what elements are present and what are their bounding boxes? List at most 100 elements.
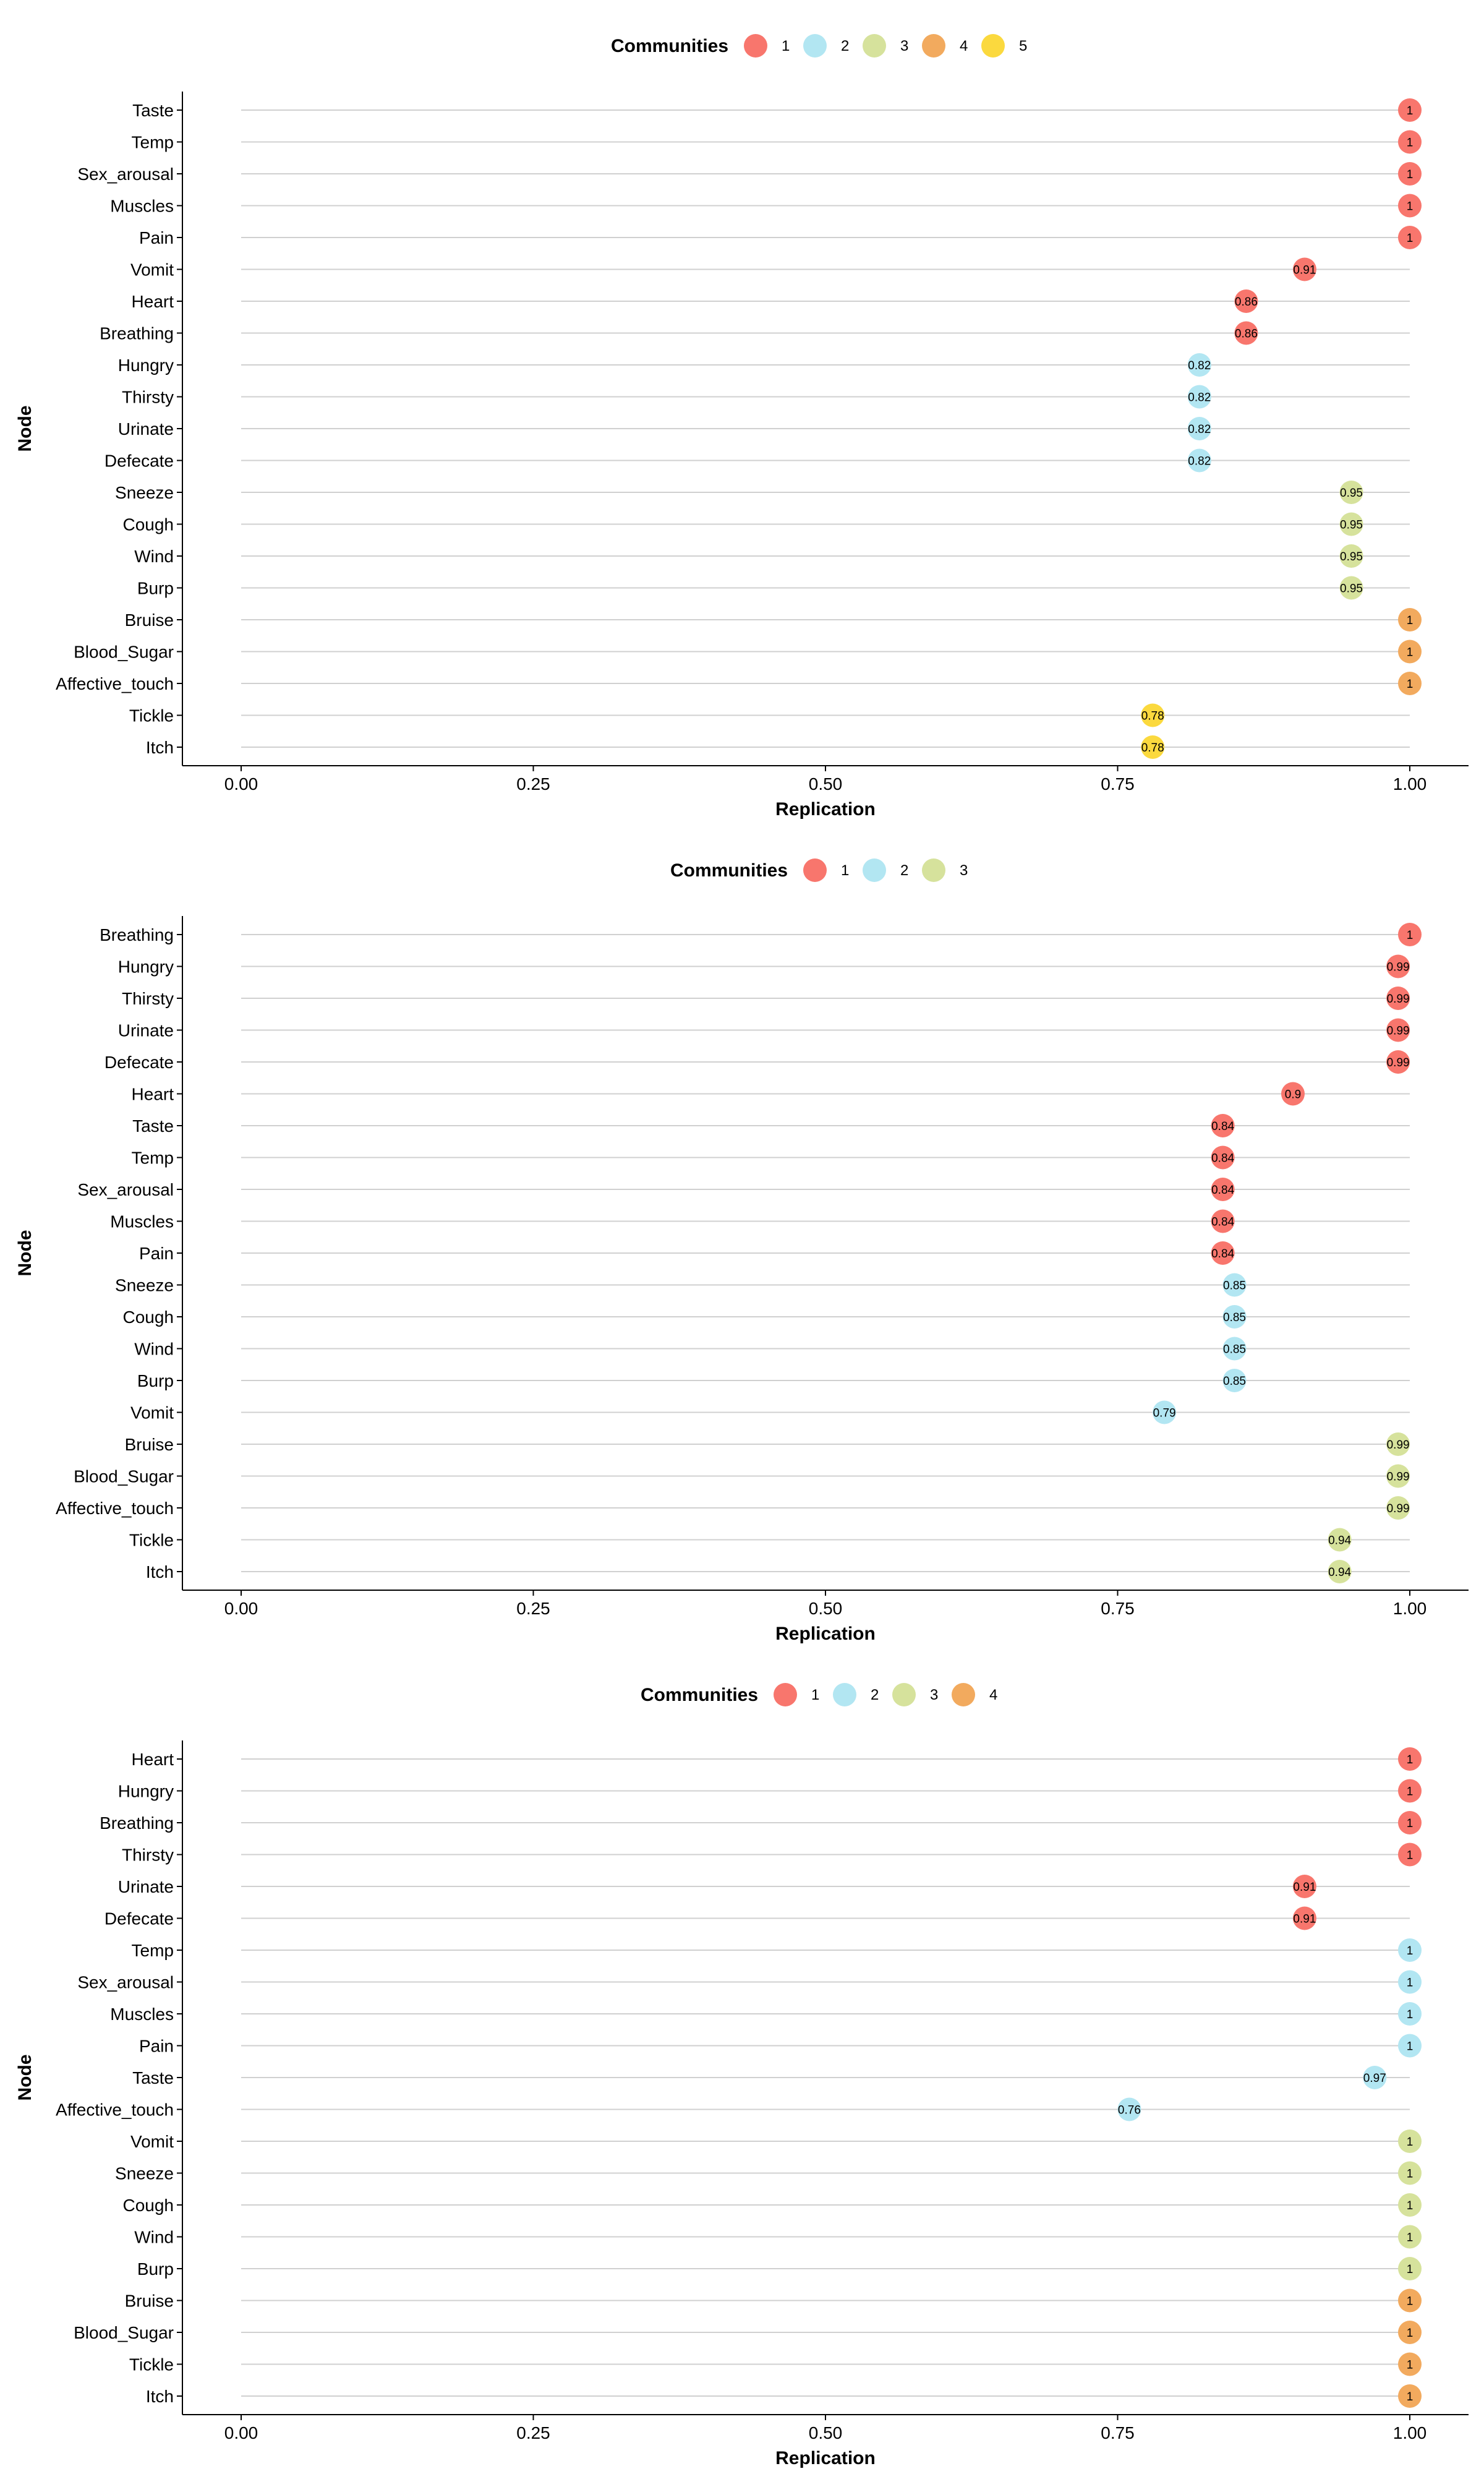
data-label: 1 <box>1407 2391 1414 2403</box>
legend-title: Communities <box>670 860 788 881</box>
data-label: 0.95 <box>1340 519 1363 532</box>
data-point <box>1222 1273 1247 1297</box>
x-axis-title: Replication <box>775 1624 876 1644</box>
x-tick-label: 1.00 <box>1393 2423 1427 2442</box>
y-tick-label: Temp <box>132 133 174 152</box>
data-label: 0.82 <box>1188 455 1211 468</box>
data-point <box>1386 954 1410 978</box>
legend-swatch-2 <box>833 1683 856 1706</box>
data-point <box>1211 1114 1235 1137</box>
chart-panel-3: Communities 1 2 3 4 Heart Hungry Breathing Thirs… <box>15 1683 1469 2468</box>
data-point <box>1187 353 1211 377</box>
data-label: 0.91 <box>1293 264 1316 277</box>
data-label: 0.99 <box>1387 993 1410 1006</box>
data-point <box>1339 576 1363 600</box>
data-point <box>1187 448 1211 473</box>
y-tick-label: Taste <box>132 1116 174 1136</box>
data-label: 1 <box>1407 2136 1414 2149</box>
data-point <box>1386 1018 1410 1042</box>
y-tick-label: Heart <box>132 1085 174 1104</box>
y-tick-label: Vomit <box>130 260 174 280</box>
legend-label-4: 4 <box>989 1687 997 1703</box>
y-tick-label: Wind <box>134 1340 174 1359</box>
data-label: 1 <box>1407 614 1414 627</box>
x-tick-label: 0.00 <box>224 2423 258 2442</box>
x-tick-label: 0.25 <box>516 774 550 794</box>
y-tick-label: Blood_Sugar <box>74 2323 174 2342</box>
data-point <box>1398 2193 1422 2217</box>
data-label: 1 <box>1407 200 1414 213</box>
y-tick-label: Taste <box>132 2068 174 2087</box>
y-tick-label: Tickle <box>129 706 174 726</box>
data-label: 0.86 <box>1235 328 1258 341</box>
data-point <box>1187 385 1211 409</box>
data-point <box>1222 1369 1247 1392</box>
y-tick-label: Blood_Sugar <box>74 1467 174 1486</box>
data-point <box>1398 2352 1422 2376</box>
y-tick-label: Itch <box>146 2387 174 2406</box>
data-point <box>1386 1496 1410 1520</box>
data-point <box>1386 1050 1410 1074</box>
data-point <box>1398 2129 1422 2153</box>
y-tick-label: Cough <box>122 2196 174 2215</box>
data-label: 0.79 <box>1153 1407 1176 1420</box>
y-tick-label: Hungry <box>118 957 174 977</box>
data-point <box>1398 226 1422 249</box>
data-label: 0.94 <box>1328 1534 1351 1547</box>
legend-swatch-4 <box>922 34 945 58</box>
data-point <box>1339 512 1363 536</box>
legend-swatch-3 <box>863 34 886 58</box>
y-tick-label: Cough <box>122 1308 174 1327</box>
data-point <box>1328 1528 1352 1552</box>
chart-panel-2: Communities 1 2 3 Breathing Hungry Thirsty Urin… <box>15 858 1469 1644</box>
y-tick-label: Sneeze <box>115 483 174 502</box>
data-label: 0.91 <box>1293 1913 1316 1926</box>
data-label: 1 <box>1407 2168 1414 2181</box>
data-label: 0.99 <box>1387 961 1410 974</box>
data-point <box>1398 640 1422 664</box>
y-tick-label: Muscles <box>110 1212 174 1231</box>
legend-label-3: 3 <box>900 38 908 54</box>
data-point <box>1328 1560 1352 1583</box>
data-label: 0.94 <box>1328 1566 1351 1579</box>
legend: Communities 1 2 3 <box>670 858 968 882</box>
data-label: 0.78 <box>1141 710 1164 723</box>
data-label: 1 <box>1407 232 1414 245</box>
data-label: 0.82 <box>1188 423 1211 436</box>
y-tick-label: Vomit <box>130 2132 174 2151</box>
data-label: 1 <box>1407 678 1414 691</box>
data-point <box>1398 2384 1422 2408</box>
x-tick-label: 1.00 <box>1393 1599 1427 1618</box>
data-point <box>1398 162 1422 186</box>
y-tick-label: Bruise <box>125 610 174 630</box>
data-point <box>1398 98 1422 122</box>
legend-label-1: 1 <box>841 862 849 879</box>
data-point <box>1398 1779 1422 1803</box>
data-point <box>1398 2225 1422 2249</box>
y-axis-title: Node <box>15 406 35 452</box>
data-point <box>1187 417 1211 440</box>
data-label: 0.99 <box>1387 1471 1410 1484</box>
x-tick-label: 0.25 <box>516 2423 550 2442</box>
legend-swatch-3 <box>922 858 945 882</box>
legend-swatch-1 <box>803 858 827 882</box>
data-point <box>1386 1464 1410 1488</box>
data-point <box>1339 481 1363 504</box>
legend-swatch-2 <box>863 858 886 882</box>
data-label: 0.84 <box>1211 1184 1234 1197</box>
data-point <box>1211 1241 1235 1265</box>
data-point <box>1398 1747 1422 1771</box>
y-tick-label: Muscles <box>110 197 174 216</box>
data-point <box>1398 2161 1422 2185</box>
data-label: 0.82 <box>1188 392 1211 404</box>
data-point <box>1222 1337 1247 1361</box>
data-point <box>1398 2002 1422 2026</box>
data-label: 0.99 <box>1387 1025 1410 1038</box>
data-label: 1 <box>1407 105 1414 118</box>
legend-label-3: 3 <box>960 862 968 879</box>
y-tick-label: Bruise <box>125 1435 174 1454</box>
x-axis-title: Replication <box>775 799 876 820</box>
y-axis-title: Node <box>15 1230 35 1277</box>
y-tick-label: Affective_touch <box>56 674 174 693</box>
